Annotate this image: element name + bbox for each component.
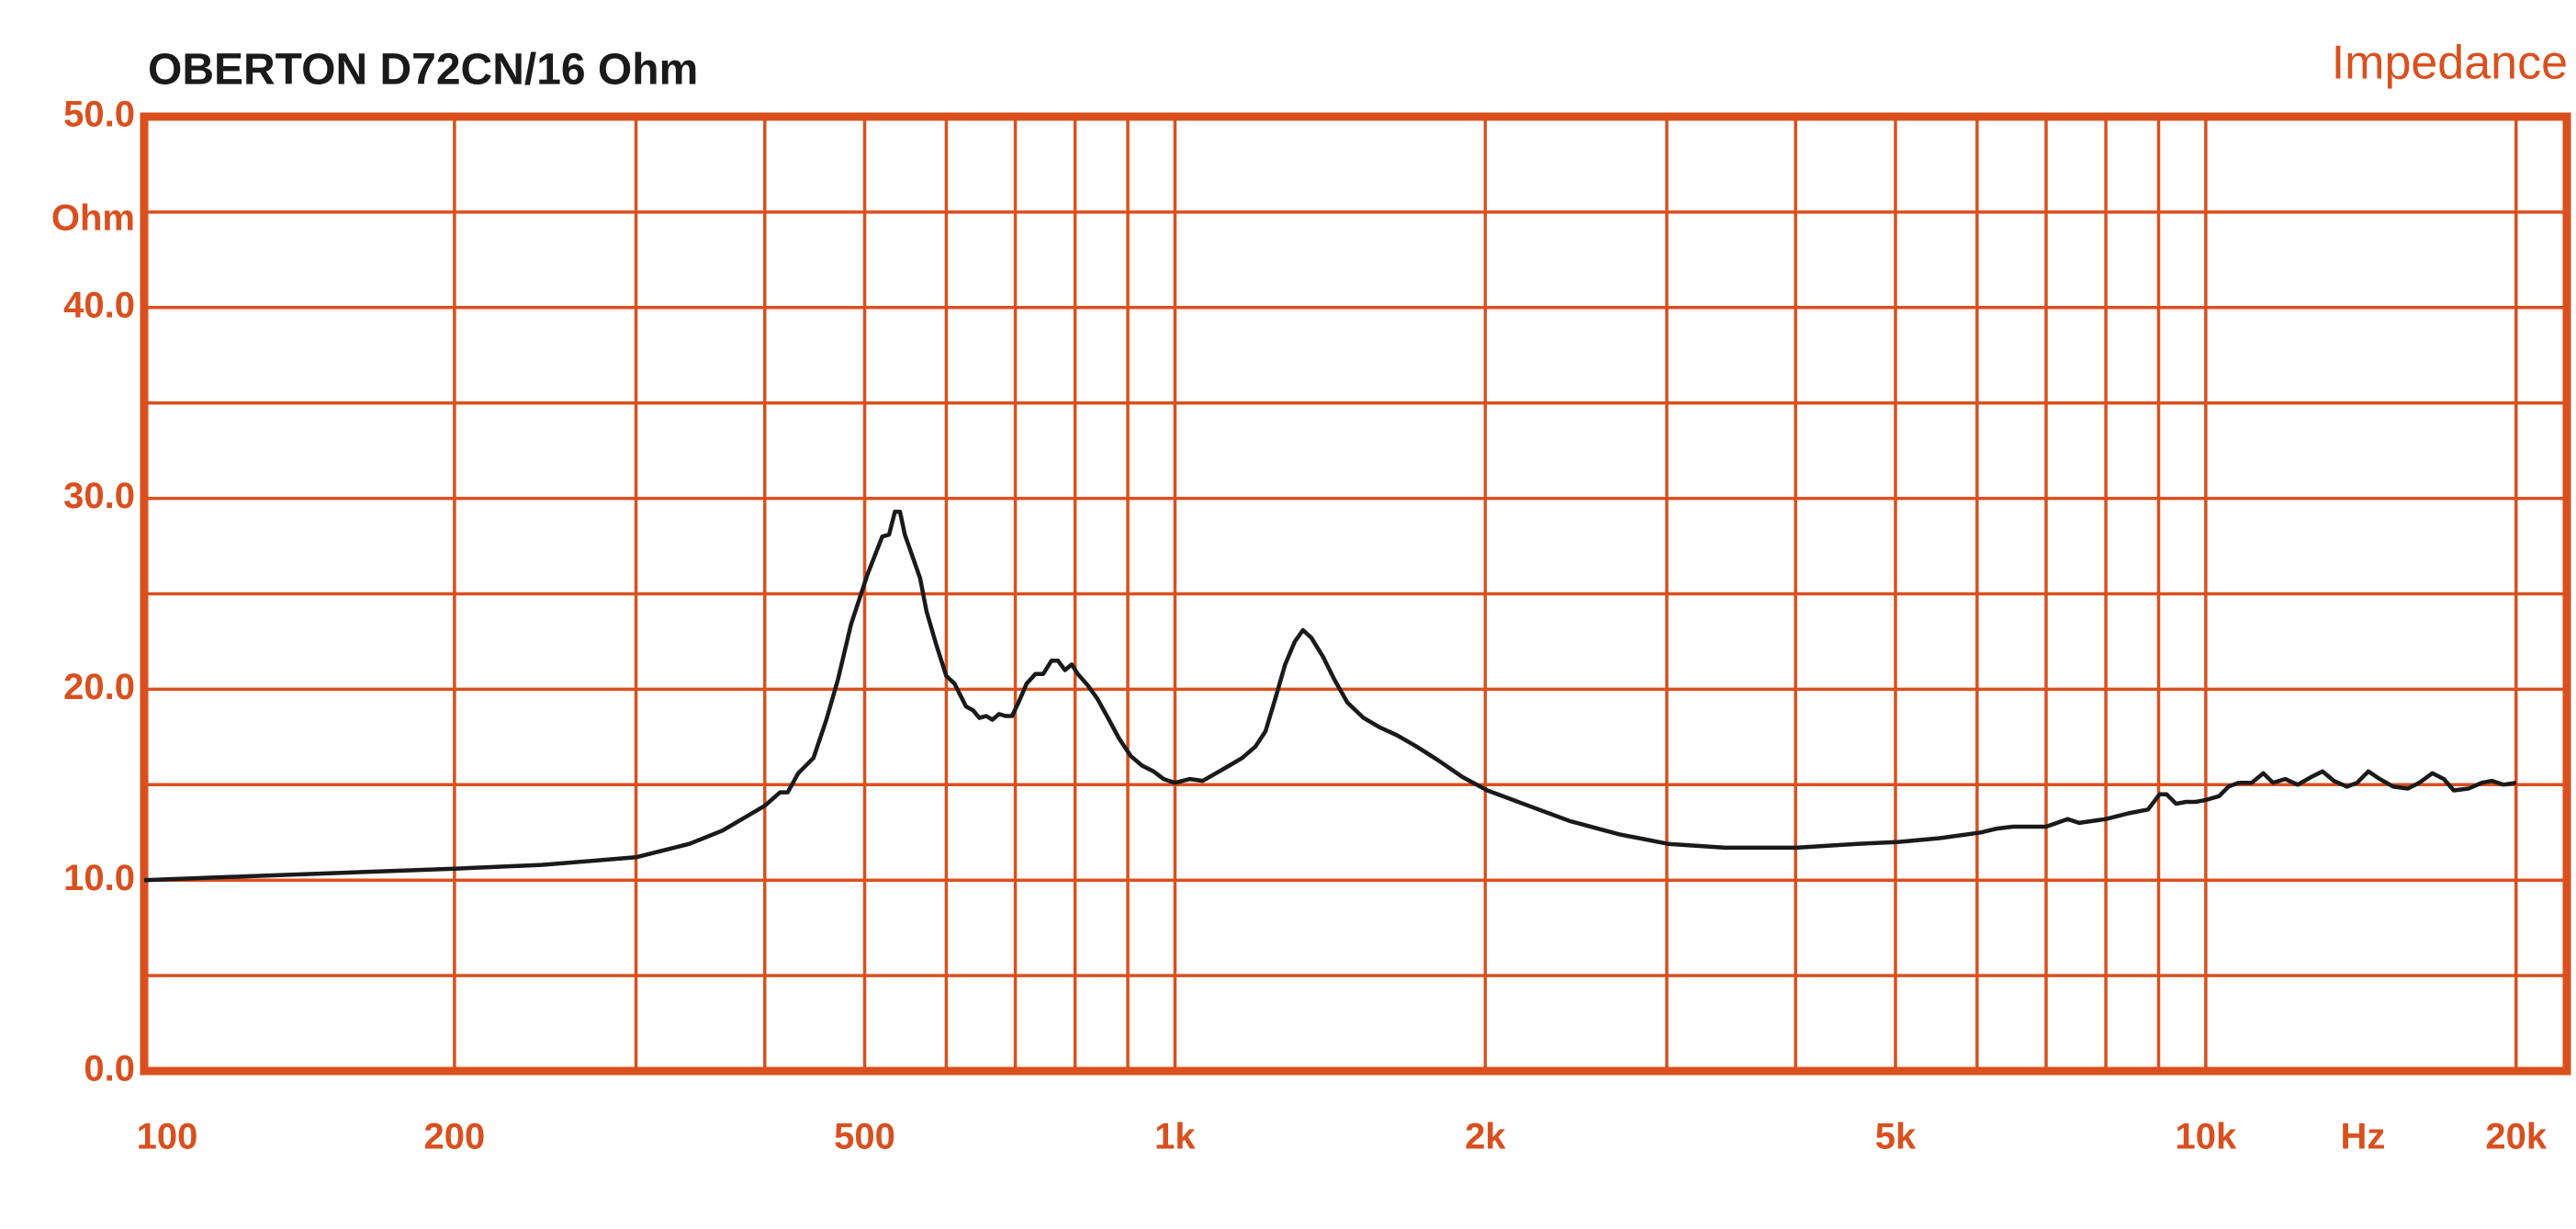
impedance-line <box>143 509 2517 883</box>
plot-border <box>140 112 2571 1076</box>
x-tick-label: 1k <box>1154 1117 1196 1157</box>
y-unit: Ohm <box>51 198 135 239</box>
legend-label: Impedance <box>2332 37 2568 90</box>
x-tick-label: 100 <box>137 1117 198 1157</box>
x-tick-label: 2k <box>1465 1117 1506 1157</box>
y-tick-label: 0.0 <box>84 1049 135 1089</box>
y-tick-label: 30.0 <box>63 476 135 516</box>
y-tick-label: 50.0 <box>63 95 135 135</box>
x-tick-label: 500 <box>834 1117 895 1157</box>
x-tick-label: 20k <box>2485 1117 2547 1157</box>
y-tick-label: 20.0 <box>63 667 135 707</box>
x-tick-label: 5k <box>1875 1117 1917 1157</box>
x-unit: Hz <box>2341 1117 2386 1157</box>
x-tick-label: 10k <box>2175 1117 2236 1157</box>
chart-title: OBERTON D72CN/16 Ohm <box>148 46 698 95</box>
x-tick-label: 200 <box>424 1117 486 1157</box>
y-tick-label: 40.0 <box>63 285 135 325</box>
y-tick-label: 10.0 <box>63 858 135 898</box>
